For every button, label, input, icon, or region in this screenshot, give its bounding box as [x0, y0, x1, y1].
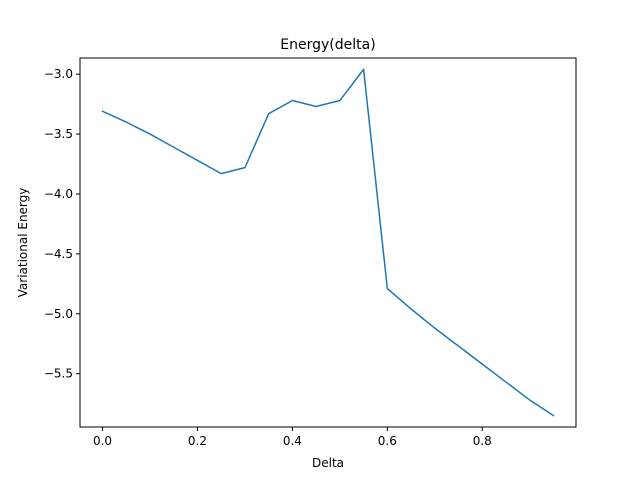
- x-axis-ticks: 0.0 0.2 0.4 0.6 0.8: [93, 427, 492, 448]
- x-tick-label: 0.8: [473, 434, 492, 448]
- plot-area: [80, 58, 576, 427]
- y-tick-label: −3.5: [44, 127, 73, 141]
- x-axis-label: Delta: [312, 456, 344, 470]
- y-tick-label: −3.0: [44, 67, 73, 81]
- series-line-0: [101, 68, 555, 417]
- plot-frame: [79, 57, 577, 428]
- chart-title: Energy(delta): [280, 37, 375, 53]
- x-tick-label: 0.0: [93, 434, 112, 448]
- y-axis-label: Variational Energy: [16, 188, 30, 298]
- x-tick-label: 0.2: [188, 434, 207, 448]
- series-layer: [101, 68, 555, 417]
- y-tick-label: −4.5: [44, 247, 73, 261]
- y-tick-label: −5.0: [44, 307, 73, 321]
- x-tick-label: 0.6: [378, 434, 397, 448]
- x-tick-label: 0.4: [283, 434, 302, 448]
- y-axis-ticks: −3.0 −3.5 −4.0 −4.5 −5.0 −5.5: [44, 67, 80, 381]
- y-tick-label: −4.0: [44, 187, 73, 201]
- y-tick-label: −5.5: [44, 367, 73, 381]
